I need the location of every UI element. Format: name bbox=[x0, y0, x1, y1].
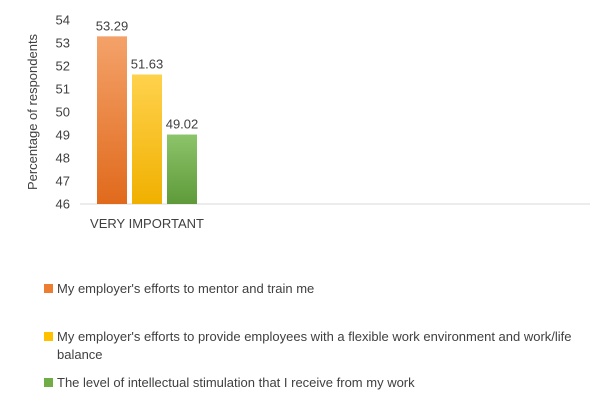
legend-item: My employer's efforts to mentor and trai… bbox=[44, 280, 594, 298]
bar bbox=[132, 74, 162, 204]
bar-chart: Percentage of respondents 46 47 48 49 50 51 52… bbox=[25, 13, 590, 231]
bar bbox=[97, 36, 127, 204]
y-tick-label: 47 bbox=[56, 174, 70, 189]
y-tick-label: 53 bbox=[56, 36, 70, 51]
y-tick-label: 54 bbox=[56, 13, 70, 28]
data-label: 51.63 bbox=[131, 57, 164, 72]
x-tick-label: VERY IMPORTANT bbox=[90, 216, 204, 231]
y-tick-label: 48 bbox=[56, 151, 70, 166]
legend-label: My employer's efforts to provide employe… bbox=[57, 329, 572, 362]
data-label: 53.29 bbox=[96, 18, 129, 33]
bar bbox=[167, 134, 197, 204]
legend-label: My employer's efforts to mentor and trai… bbox=[57, 281, 315, 296]
y-axis-title: Percentage of respondents bbox=[25, 33, 40, 190]
legend-swatch bbox=[44, 378, 53, 387]
legend-swatch bbox=[44, 284, 53, 293]
legend-item: The level of intellectual stimulation th… bbox=[44, 374, 594, 392]
y-tick-label: 50 bbox=[56, 105, 70, 120]
legend-swatch bbox=[44, 332, 53, 341]
data-label: 49.02 bbox=[166, 117, 199, 132]
y-tick-label: 49 bbox=[56, 128, 70, 143]
legend-label: The level of intellectual stimulation th… bbox=[57, 375, 415, 390]
y-tick-label: 52 bbox=[56, 59, 70, 74]
y-tick-label: 51 bbox=[56, 82, 70, 97]
legend-item: My employer's efforts to provide employe… bbox=[44, 328, 594, 364]
y-tick-label: 46 bbox=[56, 197, 70, 212]
